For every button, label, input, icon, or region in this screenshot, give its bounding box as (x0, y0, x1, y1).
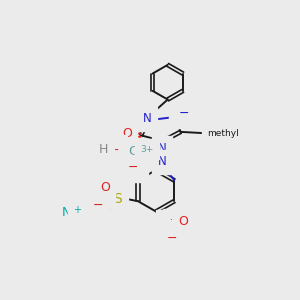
Text: N: N (162, 215, 171, 229)
Text: N: N (174, 109, 183, 122)
Text: H: H (99, 143, 109, 156)
Text: +: + (74, 206, 82, 215)
Text: −: − (179, 107, 190, 120)
Text: O: O (100, 203, 110, 216)
Text: O: O (122, 127, 132, 140)
Text: 3+: 3+ (140, 145, 153, 154)
Text: O: O (133, 164, 142, 177)
Text: O: O (100, 181, 110, 194)
Text: S: S (113, 192, 122, 206)
Text: methyl: methyl (207, 128, 239, 137)
Text: Cr: Cr (128, 145, 142, 158)
Text: −: − (167, 232, 177, 245)
Text: +: + (169, 215, 176, 224)
Text: N: N (158, 155, 166, 168)
Text: −: − (93, 199, 103, 212)
Text: O: O (162, 229, 172, 242)
Text: O: O (112, 140, 122, 153)
Text: Na: Na (61, 206, 79, 219)
Text: N: N (142, 112, 151, 125)
Text: −: − (109, 144, 119, 157)
Text: N: N (158, 142, 166, 154)
Text: −: − (128, 160, 138, 173)
Text: O: O (87, 203, 97, 216)
Text: O: O (178, 215, 188, 229)
